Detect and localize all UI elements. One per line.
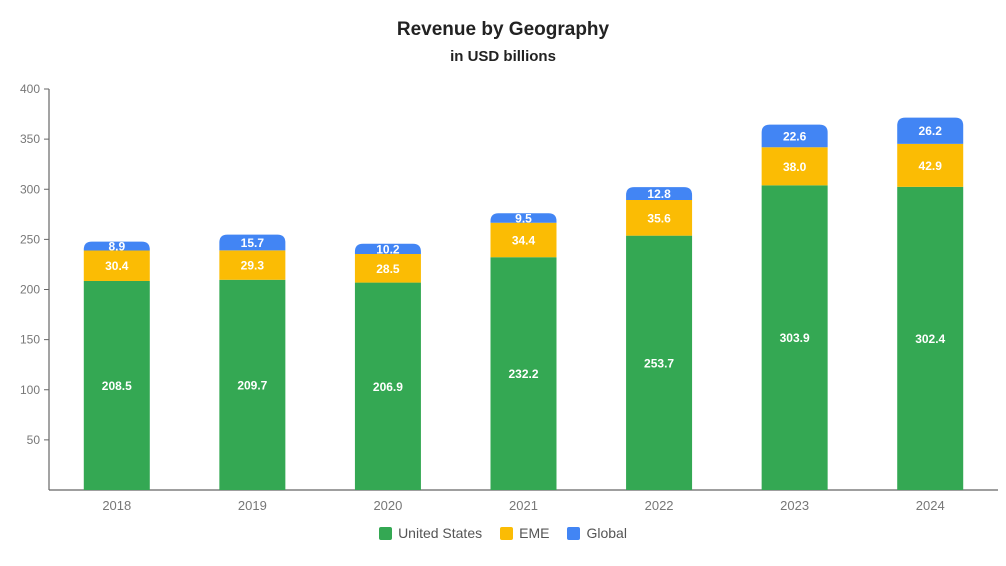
legend-item-global[interactable]: Global [567, 525, 627, 541]
legend-item-united-states[interactable]: United States [379, 525, 482, 541]
data-label: 38.0 [783, 160, 807, 174]
x-tick-label: 2020 [373, 498, 402, 513]
data-label: 26.2 [919, 124, 943, 138]
data-label: 8.9 [108, 240, 125, 254]
data-label: 232.2 [508, 367, 538, 381]
data-label: 303.9 [780, 331, 810, 345]
bar-segment-eme [354, 254, 421, 283]
y-tick-label: 400 [20, 82, 40, 96]
x-tick-label: 2022 [645, 498, 674, 513]
bar-segment-eme [897, 143, 964, 187]
bar-segment-eme [626, 199, 693, 236]
bar-segment-eme [761, 147, 828, 186]
data-label: 34.4 [512, 233, 536, 247]
bar-segment-global [761, 124, 828, 148]
bar-segment-united-states [83, 280, 150, 490]
bar-segment-eme [83, 250, 150, 281]
bar-segment-united-states [354, 282, 421, 490]
data-label: 29.3 [241, 259, 265, 273]
legend-label-eme: EME [519, 525, 550, 541]
bar-segment-global [354, 243, 421, 255]
y-tick-label: 100 [20, 383, 40, 397]
data-label: 208.5 [102, 379, 132, 393]
bar-segment-united-states [219, 279, 286, 490]
y-tick-label: 250 [20, 232, 40, 246]
bar-segment-global [490, 213, 557, 223]
data-label: 209.7 [237, 378, 267, 392]
x-tick-label: 2023 [780, 498, 809, 513]
bar-segment-global [83, 241, 150, 251]
bar-segment-united-states [626, 235, 693, 490]
y-tick-label: 50 [27, 433, 41, 447]
data-label: 28.5 [376, 262, 400, 276]
data-label: 15.7 [241, 236, 265, 250]
bar-segment-united-states [761, 185, 828, 490]
bar-segment-global [626, 187, 693, 200]
data-label: 253.7 [644, 356, 674, 370]
x-tick-label: 2021 [509, 498, 538, 513]
bar-segment-global [897, 117, 964, 144]
y-tick-label: 350 [20, 132, 40, 146]
y-tick-label: 300 [20, 182, 40, 196]
chart-title: Revenue by Geography [396, 19, 610, 40]
y-tick-label: 200 [20, 283, 40, 297]
data-label: 9.5 [515, 211, 532, 225]
legend-label-united-states: United States [398, 525, 483, 541]
data-label: 42.9 [919, 159, 943, 173]
data-label: 10.2 [376, 242, 400, 256]
legend: United States EME Global [0, 525, 1006, 541]
legend-label-global: Global [586, 525, 627, 541]
bar-segment-eme [219, 250, 286, 280]
x-tick-label: 2019 [238, 498, 267, 513]
legend-item-eme[interactable]: EME [500, 525, 549, 541]
data-label: 30.4 [105, 259, 129, 273]
data-label: 206.9 [373, 380, 403, 394]
data-label: 302.4 [915, 332, 945, 346]
legend-swatch-global [567, 526, 581, 540]
data-label: 12.8 [647, 187, 671, 201]
chart-subtitle: in USD billions [450, 48, 556, 65]
bar-segment-united-states [490, 257, 557, 490]
x-tick-label: 2018 [102, 498, 131, 513]
x-tick-label: 2024 [916, 498, 945, 513]
y-tick-label: 150 [20, 333, 40, 347]
data-label: 35.6 [647, 211, 671, 225]
legend-swatch-eme [500, 526, 514, 540]
bar-segment-united-states [897, 186, 964, 490]
bar-segment-eme [490, 222, 557, 258]
bar-segment-global [219, 234, 286, 251]
data-label: 22.6 [783, 129, 807, 143]
legend-swatch-united-states [379, 526, 393, 540]
